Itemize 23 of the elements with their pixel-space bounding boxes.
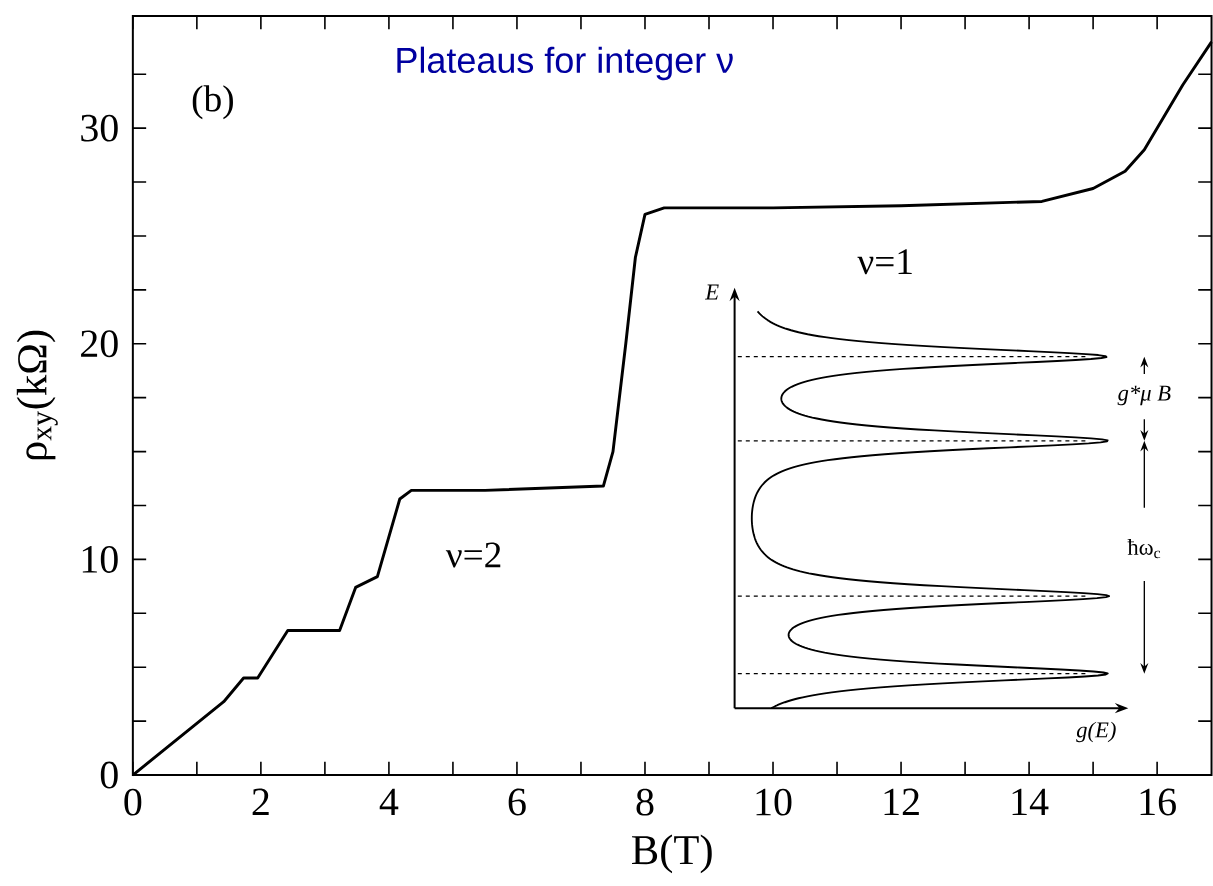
y-axis-title: ρ$_{xy}$(kΩ) bbox=[16, 330, 58, 460]
y-tick-label: 0 bbox=[100, 761, 118, 789]
annotation: ν=1 bbox=[857, 249, 912, 275]
text: Plateaus for integer ν bbox=[397, 46, 733, 80]
y-tick-label: 10 bbox=[82, 545, 118, 573]
x-tick-label: 10 bbox=[756, 788, 792, 816]
annotation: (b) bbox=[192, 85, 233, 119]
x-tick-label: 0 bbox=[124, 788, 142, 816]
y-tick-label: 30 bbox=[81, 114, 118, 142]
x-tick-label: 16 bbox=[1140, 788, 1176, 816]
y-tick-label: 20 bbox=[81, 330, 118, 358]
annotation: ν=2 bbox=[445, 542, 501, 568]
x-tick-label: 2 bbox=[252, 788, 269, 815]
x-tick-label: 6 bbox=[508, 788, 526, 816]
annotation: E bbox=[705, 284, 719, 300]
x-tick-label: 8 bbox=[636, 788, 654, 816]
x-axis-title: B(T) bbox=[632, 834, 712, 873]
x-tick-label: 12 bbox=[884, 788, 919, 815]
annotation: g*μ B bbox=[1117, 385, 1171, 406]
annotation: g(E) bbox=[1076, 721, 1116, 742]
x-tick-label: 4 bbox=[379, 788, 399, 815]
annotation: ħω$_{c}$ bbox=[1127, 538, 1161, 559]
x-tick-label: 14 bbox=[1012, 788, 1049, 815]
